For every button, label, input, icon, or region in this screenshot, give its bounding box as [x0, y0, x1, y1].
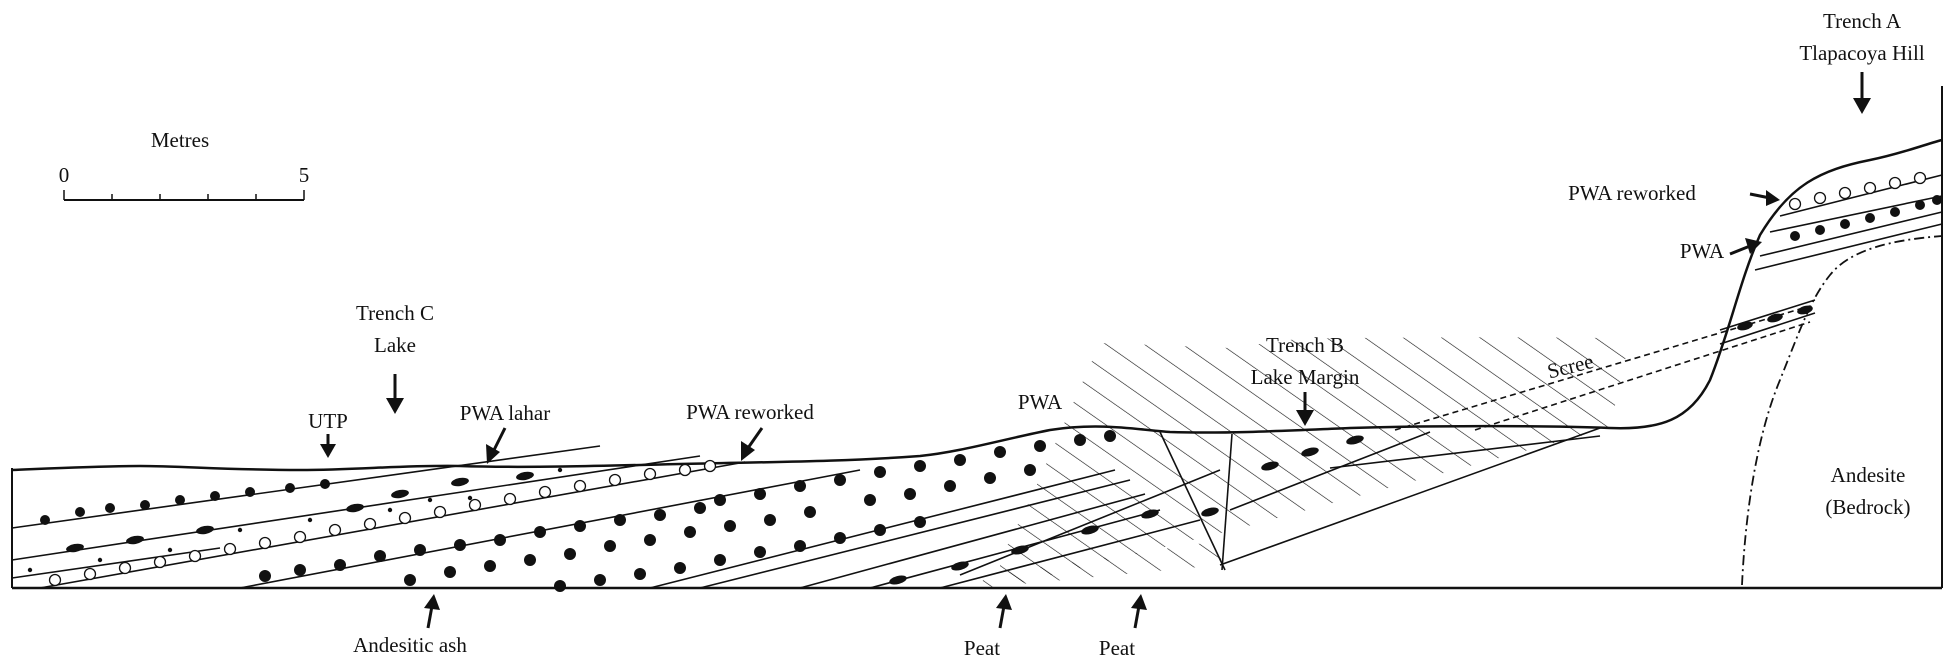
utp-arrow: [320, 434, 336, 458]
trench-a-line1: Trench A: [1823, 9, 1902, 33]
pwa-reworked-label: PWA reworked: [686, 400, 814, 424]
pwa-reworked-pebbles: [48, 171, 1927, 587]
scale-bar-tick-start: 0: [59, 163, 70, 187]
trench-b-label: Trench B Lake Margin: [1251, 333, 1360, 389]
bedrock-contact: [1741, 235, 1943, 586]
peat-label-left: Peat: [964, 636, 1000, 660]
pwa-hill-label: PWA: [1680, 239, 1725, 263]
hatched-layer: [1000, 336, 1630, 588]
cross-section-body: [11, 86, 1943, 592]
pwa-lahar-arrow: [486, 427, 507, 464]
peat-label-right: Peat: [1099, 636, 1135, 660]
utp-label: UTP: [308, 409, 348, 433]
trench-b-line1: Trench B: [1266, 333, 1344, 357]
trench-c-line1: Trench C: [356, 301, 434, 325]
trench-c-label: Trench C Lake: [356, 301, 434, 357]
pwa-pebbles: [40, 195, 1942, 592]
hatched-layer-lower: [980, 540, 1225, 588]
pwa-reworked-arrow: [741, 427, 764, 461]
trench-a-line2: Tlapacoya Hill: [1799, 41, 1925, 65]
andesite-label-line1: Andesite: [1831, 463, 1906, 487]
trench-c-arrow: [386, 374, 404, 414]
lahar-and-peat-lenses: [66, 305, 1813, 585]
pwa-lahar-label: PWA lahar: [460, 401, 550, 425]
trench-a-label: Trench A Tlapacoya Hill: [1799, 9, 1925, 65]
trench-b-line2: Lake Margin: [1251, 365, 1360, 389]
scale-bar-tick-end: 5: [299, 163, 310, 187]
peat-right-arrow: [1131, 594, 1147, 629]
pwa-reworked-hill-arrow: [1749, 190, 1780, 206]
small-dots: [27, 467, 563, 573]
pwa-reworked-hill-label: PWA reworked: [1568, 181, 1696, 205]
trench-c-line2: Lake: [374, 333, 416, 357]
pwa-label-center: PWA: [1018, 390, 1063, 414]
scale-bar-title: Metres: [151, 128, 209, 152]
andesite-label-line2: (Bedrock): [1825, 495, 1910, 519]
scale-bar: Metres 0 5: [59, 128, 310, 201]
andesitic-ash-arrow: [424, 594, 440, 629]
andesitic-ash-label: Andesitic ash: [353, 633, 467, 657]
pwa-hill-arrow: [1729, 238, 1762, 256]
trench-b-arrow: [1296, 392, 1314, 426]
trench-a-arrow: [1853, 72, 1871, 114]
arrows: [320, 72, 1871, 629]
ground-surface: [11, 138, 1943, 472]
strata-lines: [11, 174, 1943, 589]
peat-left-arrow: [996, 594, 1012, 629]
